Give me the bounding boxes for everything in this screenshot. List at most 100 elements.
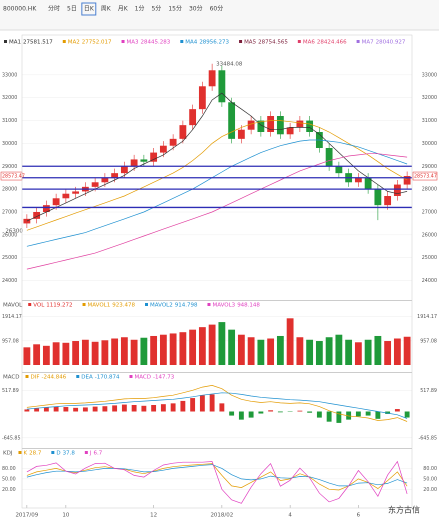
tab[interactable]: 周K [101,6,112,13]
candle-body [198,86,206,110]
last-price: 28573.47 [2,174,25,180]
legend-swatch [28,303,32,306]
y-tick-label: 1914.17 [417,314,437,320]
legend-name: DIF [31,375,40,381]
line [26,464,408,487]
volume-bar [159,334,167,365]
tab[interactable]: 5日 [67,6,77,13]
volume-bar [374,335,382,365]
line [26,463,408,491]
y-tick-label: 517.89 [2,388,19,394]
volume-bar [296,337,304,365]
tab[interactable]: 分时 [48,5,60,13]
legend-swatch [121,40,125,43]
volume-bar [364,339,372,365]
legend-value: 923.478 [112,303,135,309]
legend-name: MAVOL3 [212,303,235,309]
legend-swatch [82,303,86,306]
legend-swatch [356,40,360,43]
candle-body [208,70,216,87]
legend-name: MA7 [362,40,375,46]
legend-name: K [23,451,27,457]
y-tick-label: 31000 [2,118,17,124]
legend-value: 28754.565 [258,40,288,46]
volume-bar [23,347,31,365]
legend-value: 28424.466 [317,40,347,46]
volume-bar [267,338,275,365]
y-tick-label: 26000 [2,232,17,238]
separator [22,372,412,373]
tab[interactable]: 60分 [210,5,224,13]
y-tick-label: 28000 [422,187,437,193]
legend-name: VOL [33,303,45,309]
legend-name: MA6 [303,40,316,46]
candle-body [364,177,372,190]
volume-bar [140,337,148,365]
tab[interactable]: 15分 [168,5,182,13]
legend-value: 1119.272 [46,303,72,309]
y-tick-label: 30000 [422,141,437,147]
candle-body [393,184,401,196]
low-label: 26300 [5,229,23,235]
legend-name: MACD [134,375,151,381]
y-tick-label: 31000 [422,118,437,124]
x-tick-label: 10 [62,513,69,519]
y-tick-label: 28000 [2,187,17,193]
y-tick-label: 25000 [422,255,437,261]
candle-body [267,116,275,132]
legend-swatch [51,451,55,454]
legend-swatch [145,303,148,306]
legend-value: -147.73 [153,375,175,381]
legend-value: 28445.283 [141,40,171,46]
volume-bar [393,338,401,365]
legend-name: MAVOL2 [150,303,173,309]
tab[interactable]: 日K [84,6,95,13]
separator [22,448,412,449]
candle-body [247,120,255,130]
candle-body [72,191,80,194]
candle-body [130,159,138,167]
legend-value: 914.798 [175,303,198,309]
legend-swatch [207,303,211,306]
watermark: 东方古信 [388,505,420,515]
separator [22,300,412,301]
y-tick-label: 33000 [2,72,17,78]
tab[interactable]: 1分 [135,5,145,13]
tab[interactable]: 5分 [151,5,161,13]
volume-bar [120,337,128,365]
candle-body [325,148,333,167]
tab-active [81,2,97,16]
legend-name: MA4 [185,40,198,46]
candle-body [91,182,99,187]
legend-swatch [62,40,66,43]
legend-value: -244.846 [42,375,67,381]
y-tick-label: 24000 [2,278,17,284]
legend-swatch [297,40,301,43]
volume-bar [52,342,60,365]
y-tick-label: 517.89 [420,388,437,394]
candle-body [140,159,148,162]
candle-body [257,120,265,132]
y-tick-label: 33000 [422,72,437,78]
volume-bar [237,334,245,365]
volume-bar [403,336,411,365]
tab[interactable]: 月K [118,6,129,13]
y-tick-label: 29000 [2,164,17,170]
y-tick-label: 80.00 [423,466,437,472]
candle-body [111,173,119,178]
y-tick-label: 32000 [2,95,17,101]
y-tick-label: 29000 [422,164,437,170]
candle-body [218,70,226,103]
volume-bar [276,335,284,365]
legend-name: DEA [81,375,93,381]
y-tick-label: 50.00 [2,476,16,482]
legend-name: MA2 [68,40,80,46]
tab[interactable]: 30分 [189,5,203,13]
y-tick-label: -645.85 [418,435,437,441]
candle-body [403,176,411,185]
legend-value: 27581.517 [23,40,53,46]
panel-title: KDJ [3,451,13,457]
volume-bar [306,339,314,365]
volume-bar [198,327,206,365]
